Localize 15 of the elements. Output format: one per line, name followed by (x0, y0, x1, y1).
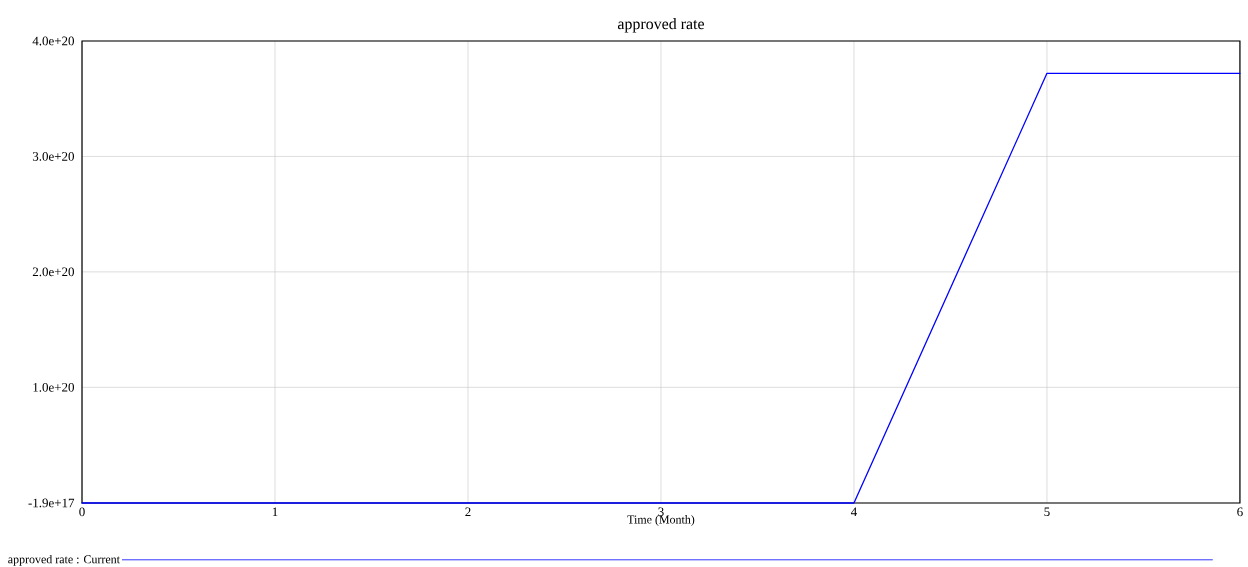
x-tick-label: 5 (1044, 507, 1050, 517)
text: approved rate : Current (8, 554, 120, 566)
x-tick-label: 1 (272, 507, 278, 517)
y-tick-label: -1.9e+17 (28, 498, 75, 508)
x-tick-label: 4 (850, 507, 857, 517)
x-tick-label: 6 (1237, 507, 1243, 517)
y-tick-label: 1.0e+20 (33, 382, 74, 392)
x-axis-title: Time (Month) (627, 515, 695, 526)
y-tick-label: 2.0e+20 (32, 267, 74, 277)
x-tick-label: 0 (79, 507, 85, 517)
y-tick-label: 4.0e+20 (32, 36, 74, 46)
chart-title: approved rate (617, 18, 704, 33)
y-tick-label: 3.0e+20 (32, 152, 74, 161)
x-tick-label: 3 (658, 507, 664, 517)
x-tick-label: 2 (465, 507, 471, 517)
